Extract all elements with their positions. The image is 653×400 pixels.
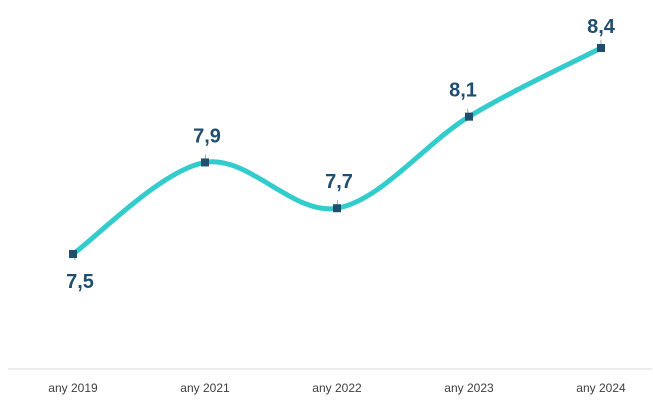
data-label: 7,7 — [325, 171, 353, 193]
data-markers — [69, 44, 605, 258]
data-marker — [201, 158, 209, 167]
data-label: 8,4 — [587, 16, 616, 38]
data-marker — [333, 204, 341, 213]
data-marker — [465, 112, 473, 121]
x-tick-label: any 2019 — [48, 381, 98, 395]
x-tick-labels: any 2019 any 2021 any 2022 any 2023 any 2024 — [48, 381, 626, 395]
data-label: 7,5 — [66, 271, 94, 293]
data-label: 7,9 — [193, 125, 221, 147]
label-leaders — [72, 40, 602, 261]
x-tick-label: any 2023 — [444, 381, 494, 395]
data-marker — [597, 44, 605, 52]
data-label: 8,1 — [449, 80, 477, 102]
x-tick-label: any 2021 — [180, 381, 230, 395]
x-tick-label: any 2024 — [576, 381, 626, 395]
series-line — [70, 45, 604, 257]
data-labels: 7,5 7,9 7,7 8,1 8,4 — [66, 16, 616, 293]
x-tick-label: any 2022 — [312, 381, 362, 395]
data-marker — [69, 250, 77, 258]
